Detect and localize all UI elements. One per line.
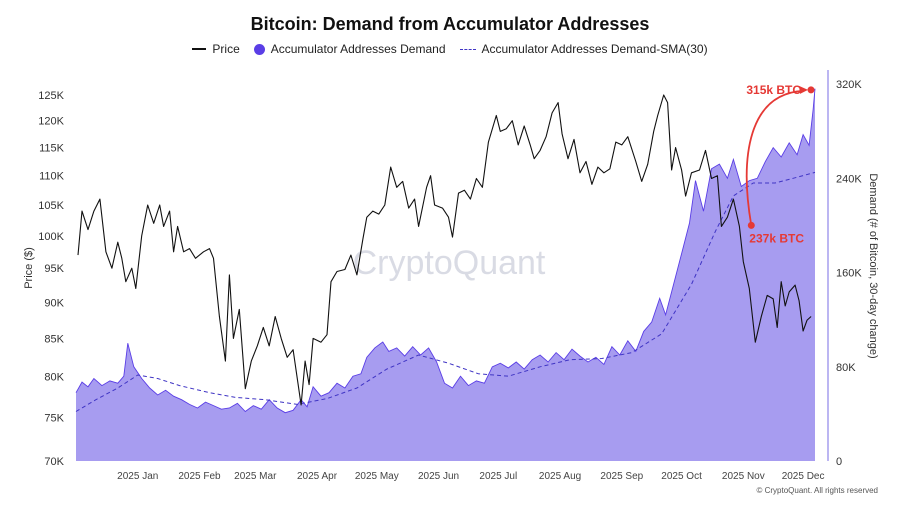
y-left-tick-label: 110K <box>39 171 65 183</box>
x-tick-label: 2025 Aug <box>539 471 581 482</box>
y-left-tick-label: 125K <box>38 90 64 102</box>
demand-dot-swatch-icon <box>253 43 265 55</box>
demand-line <box>75 88 816 414</box>
legend-label-price: Price <box>212 42 240 56</box>
y-left-tick-label: 115K <box>39 143 65 155</box>
annotation-dot-low <box>747 221 755 229</box>
x-tick-label: 2025 Jul <box>479 471 517 482</box>
x-tick-label: 2025 Sep <box>600 471 643 482</box>
annotation-arrowhead <box>799 85 808 94</box>
annotation-label-top: 315k BTC <box>746 83 801 97</box>
legend-item-price[interactable]: Price <box>192 42 240 56</box>
y-right-tick-label: 0 <box>836 456 842 468</box>
x-tick-label: 2025 Mar <box>234 471 277 482</box>
x-tick-label: 2025 May <box>355 471 399 482</box>
annotation-dot-top <box>807 86 815 94</box>
legend-item-demand[interactable]: Accumulator Addresses Demand <box>253 42 446 56</box>
chart-title: Bitcoin: Demand from Accumulator Address… <box>250 14 650 34</box>
demand-area <box>76 88 815 461</box>
annotation-label-low: 237k BTC <box>749 231 804 245</box>
y-left-tick-label: 95K <box>44 263 64 275</box>
x-tick-label: 2025 Jun <box>418 471 459 482</box>
y-left-tick-label: 85K <box>44 333 64 345</box>
x-tick-label: 2025 Nov <box>722 471 765 482</box>
y-right-tick-label: 240K <box>836 173 862 185</box>
y-left-axis-label: Price ($) <box>23 247 35 289</box>
legend-label-demand: Accumulator Addresses Demand <box>270 42 446 56</box>
y-left-tick-label: 70K <box>44 456 64 468</box>
x-tick-label: 2025 Apr <box>297 471 338 482</box>
y-left-tick-label: 120K <box>38 116 64 128</box>
sma-dash-swatch-icon <box>459 48 476 50</box>
x-tick-label: 2025 Oct <box>661 471 702 482</box>
y-right-tick-label: 160K <box>836 268 862 280</box>
price-line-swatch-icon <box>192 48 207 50</box>
legend: Price Accumulator Addresses Demand Accum… <box>0 42 900 56</box>
y-right-axis-label: Demand (# of Bitcoin, 30-day change) <box>867 173 879 358</box>
y-left-tick-label: 105K <box>38 200 64 212</box>
legend-label-sma: Accumulator Addresses Demand-SMA(30) <box>481 42 708 56</box>
legend-item-sma[interactable]: Accumulator Addresses Demand-SMA(30) <box>459 42 708 56</box>
watermark: CryptoQuant <box>353 244 546 282</box>
y-left-tick-label: 90K <box>44 297 64 309</box>
y-left-tick-label: 75K <box>44 412 64 424</box>
copyright-text: © CryptoQuant. All rights reserved <box>756 486 879 495</box>
x-tick-label: 2025 Feb <box>178 471 221 482</box>
y-right-tick-label: 80K <box>836 362 856 374</box>
price-line <box>77 94 812 406</box>
y-left-tick-label: 100K <box>38 231 64 243</box>
y-right-tick-label: 320K <box>836 79 862 91</box>
x-tick-label: 2025 Dec <box>782 471 825 482</box>
annotation-arrow <box>745 90 804 226</box>
y-left-tick-label: 80K <box>44 372 64 384</box>
x-tick-label: 2025 Jan <box>117 471 158 482</box>
